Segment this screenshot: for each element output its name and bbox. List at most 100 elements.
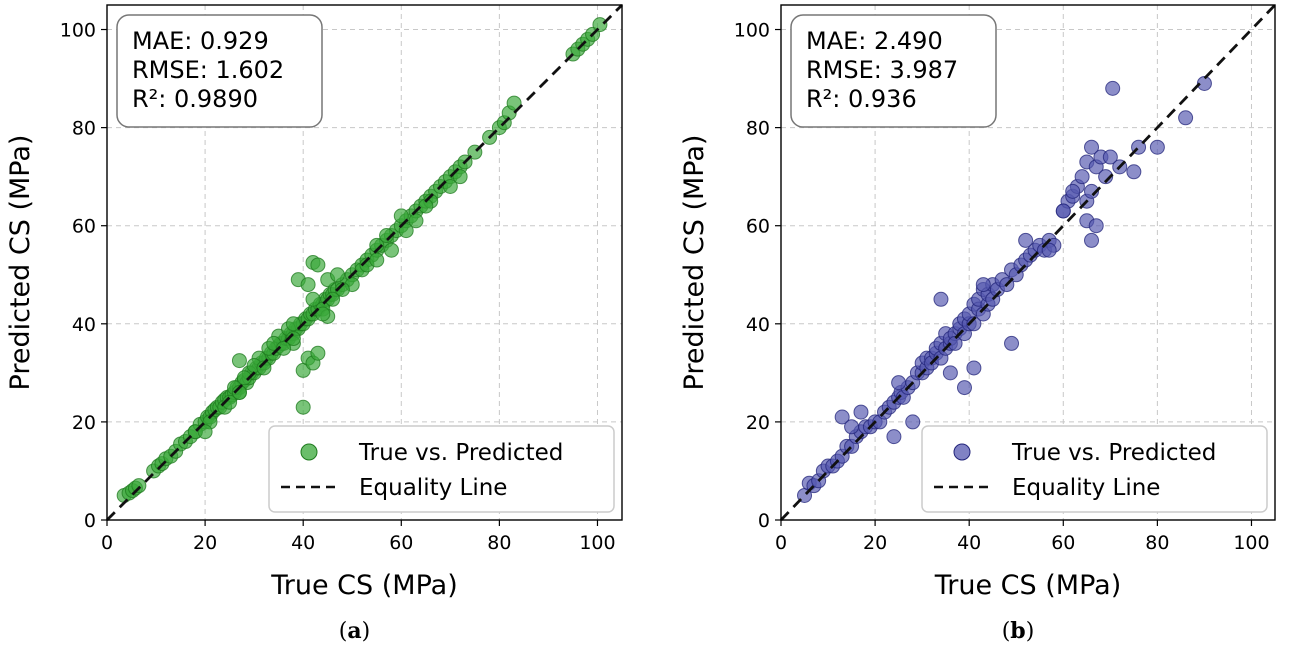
data-point-b	[1196, 75, 1212, 91]
y-tick-label-b: 60	[746, 216, 770, 238]
data-point-a	[231, 353, 247, 369]
legend-a: True vs. Predicted Equality Line	[268, 425, 615, 513]
data-point-b	[933, 291, 949, 307]
data-point-a	[418, 198, 434, 214]
data-point-a	[222, 394, 238, 410]
data-point-b	[956, 380, 972, 396]
data-point-a	[131, 478, 147, 494]
legend-b: True vs. Predicted Equality Line	[921, 425, 1268, 513]
data-point-b	[1149, 139, 1165, 155]
data-point-b	[1055, 203, 1071, 219]
x-tick-label-a: 20	[193, 532, 217, 554]
data-point-b	[1065, 183, 1081, 199]
panel-b: 0 20 40 60 80 100 0 20 40 60 80 100 True CS (MPa) P…	[679, 4, 1277, 644]
data-point-b	[834, 409, 850, 425]
data-point-a	[310, 345, 326, 361]
data-point-a	[330, 267, 346, 283]
stats-r2-b: R²: 0.936	[806, 85, 917, 113]
data-point-b	[853, 404, 869, 420]
data-point-a	[300, 277, 316, 293]
legend-label-line-a: Equality Line	[359, 475, 507, 501]
stats-box-a: MAE: 0.929 RMSE: 1.602 R²: 0.9890	[116, 14, 323, 128]
y-tick-label-b: 40	[746, 314, 770, 336]
equality-line-a	[106, 4, 623, 521]
x-tick-label-b: 20	[863, 532, 887, 554]
data-point-a	[383, 242, 399, 258]
y-tick-label-b: 100	[734, 20, 770, 42]
data-point-a	[315, 306, 331, 322]
scatter-points-b	[797, 75, 1212, 503]
data-point-a	[592, 17, 608, 33]
x-tick-label-b: 40	[957, 532, 981, 554]
legend-label-scatter-a: True vs. Predicted	[358, 440, 563, 466]
data-point-a	[379, 228, 395, 244]
data-point-a	[256, 360, 272, 376]
plot-frame-a	[106, 4, 623, 521]
y-tick-label-b: 0	[758, 510, 770, 532]
data-point-b	[966, 316, 982, 332]
data-point-b	[1084, 183, 1100, 199]
stats-r2-a: R²: 0.9890	[132, 85, 258, 113]
data-point-b	[886, 429, 902, 445]
panel-a: 0 20 40 60 80 100 0 20 40 60 80 100 True CS (MPa) P…	[5, 4, 623, 644]
legend-marker-icon-b	[953, 443, 971, 461]
data-point-b	[975, 277, 991, 293]
data-point-b	[1088, 218, 1104, 234]
y-tick-label-a: 40	[72, 314, 96, 336]
x-tick-label-a: 80	[487, 532, 511, 554]
data-point-a	[285, 331, 301, 347]
data-point-a	[393, 208, 409, 224]
stats-mae-b: MAE: 2.490	[806, 27, 943, 55]
x-tick-label-a: 40	[291, 532, 315, 554]
data-point-a	[369, 252, 385, 268]
stats-box-b: MAE: 2.490 RMSE: 3.987 R²: 0.936	[790, 14, 997, 128]
data-point-a	[369, 237, 385, 253]
y-tick-label-a: 100	[60, 20, 96, 42]
legend-label-line-b: Equality Line	[1012, 475, 1160, 501]
plot-frame-b	[780, 4, 1276, 521]
data-point-a	[285, 316, 301, 332]
stats-mae-a: MAE: 0.929	[132, 27, 269, 55]
y-tick-label-b: 80	[746, 118, 770, 140]
data-point-a	[442, 178, 458, 194]
data-point-b	[1102, 149, 1118, 165]
x-tick-label-a: 100	[579, 532, 615, 554]
data-point-a	[398, 223, 414, 239]
x-tick-label-a: 60	[389, 532, 413, 554]
data-point-b	[1018, 232, 1034, 248]
data-point-a	[276, 340, 292, 356]
panel-caption-b: (b)	[1002, 618, 1035, 644]
x-tick-label-b: 100	[1233, 532, 1269, 554]
data-point-a	[408, 213, 424, 229]
data-point-a	[236, 370, 252, 386]
data-point-b	[1105, 80, 1121, 96]
data-point-a	[334, 281, 350, 297]
data-point-b	[966, 360, 982, 376]
y-tick-label-a: 80	[72, 118, 96, 140]
stats-rmse-a: RMSE: 1.602	[132, 56, 284, 84]
axis-ticks-a: 0 20 40 60 80 100 0 20 40 60 80 100	[60, 20, 616, 554]
stats-rmse-b: RMSE: 3.987	[806, 56, 958, 84]
data-point-b	[1084, 139, 1100, 155]
data-point-b	[942, 365, 958, 381]
x-tick-label-a: 0	[101, 532, 113, 554]
data-point-b	[1004, 335, 1020, 351]
data-point-a	[231, 384, 247, 400]
data-point-b	[1126, 164, 1142, 180]
x-axis-label-b: True CS (MPa)	[934, 570, 1121, 601]
y-tick-label-a: 60	[72, 216, 96, 238]
data-point-b	[1084, 232, 1100, 248]
y-tick-label-b: 20	[746, 412, 770, 434]
data-point-b	[905, 414, 921, 430]
data-point-b	[891, 375, 907, 391]
y-axis-label-b: Predicted CS (MPa)	[679, 135, 710, 391]
x-tick-label-b: 60	[1051, 532, 1075, 554]
axis-ticks-b: 0 20 40 60 80 100 0 20 40 60 80 100	[734, 20, 1270, 554]
data-point-b	[1041, 242, 1057, 258]
data-point-b	[947, 335, 963, 351]
y-axis-label-a: Predicted CS (MPa)	[5, 135, 36, 391]
data-point-a	[295, 399, 311, 415]
equality-line-b	[779, 4, 1277, 521]
data-point-b	[844, 419, 860, 435]
